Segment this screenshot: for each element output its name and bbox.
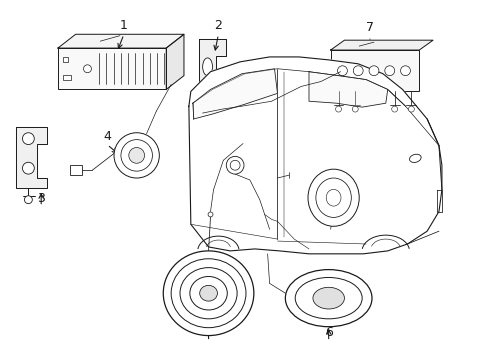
Polygon shape [188, 57, 441, 254]
Circle shape [22, 162, 34, 174]
Polygon shape [198, 39, 226, 93]
Ellipse shape [312, 287, 344, 309]
Circle shape [114, 133, 159, 178]
Circle shape [400, 66, 409, 76]
Text: 6: 6 [324, 327, 332, 339]
Ellipse shape [189, 276, 227, 310]
Polygon shape [330, 40, 432, 50]
Polygon shape [58, 34, 183, 48]
Bar [330, 50, 418, 91]
Circle shape [352, 66, 363, 76]
Text: 2: 2 [214, 19, 222, 32]
Ellipse shape [202, 58, 212, 76]
Circle shape [231, 98, 237, 104]
Circle shape [337, 66, 346, 76]
Ellipse shape [307, 169, 359, 226]
Circle shape [407, 106, 413, 112]
Bar [58, 48, 166, 89]
Polygon shape [308, 72, 387, 107]
Circle shape [83, 65, 91, 73]
Ellipse shape [325, 189, 340, 206]
Circle shape [368, 66, 378, 76]
Text: 7: 7 [366, 21, 373, 34]
Text: 5: 5 [204, 327, 212, 339]
Circle shape [208, 212, 213, 217]
Circle shape [226, 156, 244, 174]
Ellipse shape [171, 259, 245, 328]
Text: 3: 3 [37, 192, 45, 204]
Bar [63, 75, 71, 80]
Text: 4: 4 [103, 130, 111, 143]
Bar [63, 57, 68, 62]
Polygon shape [16, 127, 47, 188]
Ellipse shape [408, 154, 420, 162]
Circle shape [24, 196, 32, 204]
Ellipse shape [180, 267, 237, 319]
Text: 1: 1 [120, 19, 127, 32]
Ellipse shape [199, 285, 217, 301]
Circle shape [391, 106, 397, 112]
Circle shape [230, 160, 240, 170]
Circle shape [128, 148, 144, 163]
Circle shape [22, 133, 34, 145]
Circle shape [335, 106, 341, 112]
Ellipse shape [285, 270, 371, 327]
Bar [70, 165, 81, 175]
Circle shape [121, 140, 152, 171]
Ellipse shape [315, 178, 350, 217]
Ellipse shape [295, 278, 362, 319]
Circle shape [384, 66, 394, 76]
Polygon shape [166, 34, 183, 89]
Circle shape [351, 106, 358, 112]
Polygon shape [192, 69, 277, 119]
Ellipse shape [163, 251, 253, 336]
